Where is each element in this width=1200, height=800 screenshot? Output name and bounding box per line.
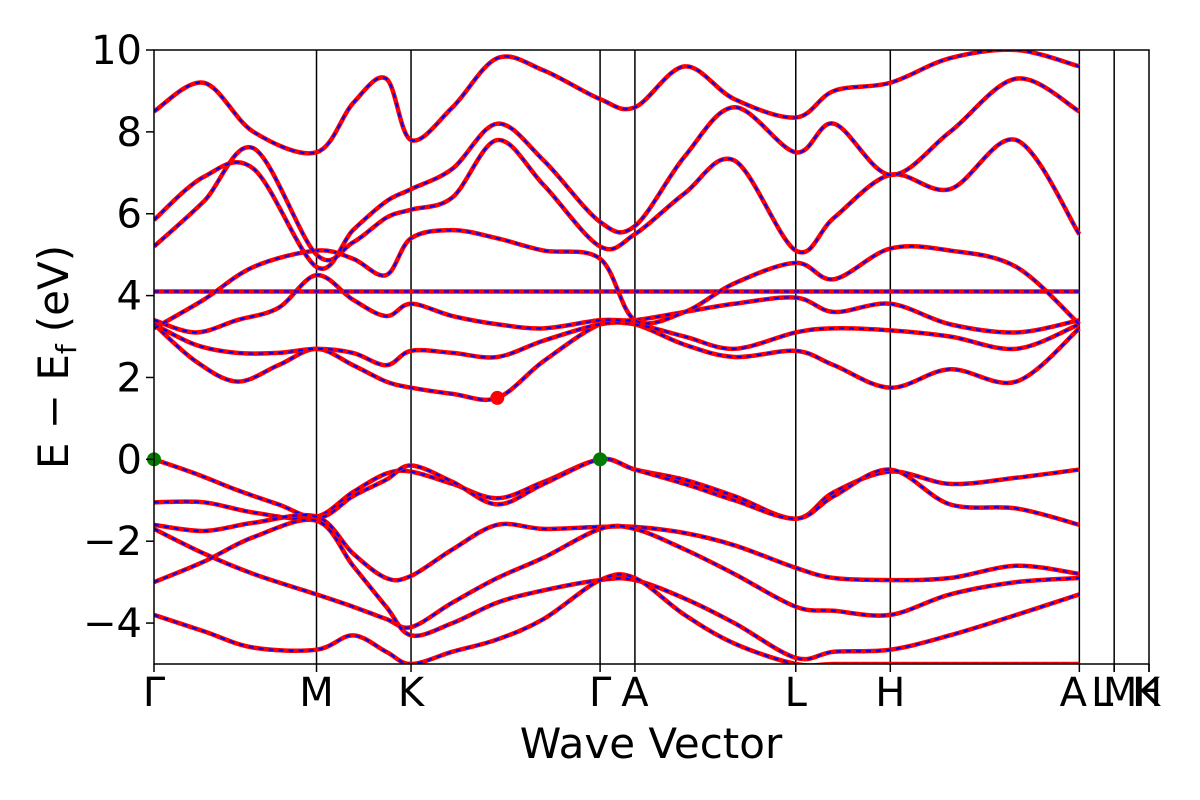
y-axis-ticks: −4 −2 0 2 4 6 8 10 <box>83 28 154 647</box>
y-tick-label-4: 4 <box>117 274 142 320</box>
cbm-marker <box>490 390 505 405</box>
y-tick-label-7: 10 <box>91 28 142 74</box>
x-tick-label-6: H <box>875 670 905 716</box>
x-axis-label: Wave Vector <box>520 719 783 768</box>
y-tick-label-2: 0 <box>117 437 142 483</box>
band-lines <box>154 50 1082 664</box>
x-tick-label-11: K <box>1134 670 1162 716</box>
plot-frame <box>153 49 1150 665</box>
y-tick-label-0: −4 <box>83 601 142 647</box>
band-2-line <box>154 512 1080 583</box>
x-tick-label-5: L <box>785 670 808 716</box>
x-tick-label-10: H <box>1132 670 1162 716</box>
x-tick-label-3: Γ <box>589 670 612 716</box>
x-tick-label-1: M <box>299 670 334 716</box>
x-tick-label-4: A <box>621 670 649 716</box>
x-tick-label-7: A <box>1060 670 1088 716</box>
band-4-overlay-line <box>154 518 1080 661</box>
band-7-overlay-line <box>154 321 1080 367</box>
x-tick-label-2: K <box>398 670 426 716</box>
y-axis-label-main: E − E <box>29 354 78 469</box>
band-3-line <box>154 523 1080 630</box>
band-10-overlay-line <box>154 229 1081 330</box>
band-6-overlay-line <box>154 319 1081 401</box>
band-8-overlay-line <box>154 274 1080 334</box>
y-tick-label-1: −2 <box>83 519 142 565</box>
y-tick-label-6: 8 <box>117 110 142 156</box>
y-tick-label-3: 2 <box>117 355 142 401</box>
y-axis-label-unit: (eV) <box>29 245 78 332</box>
x-tick-label-8: L <box>1091 670 1114 716</box>
vbm-marker-1 <box>593 452 608 467</box>
band-12-overlay-line <box>154 77 1080 270</box>
x-tick-label-9: M <box>1103 670 1138 716</box>
band-5-overlay-line <box>154 573 1080 664</box>
y-axis-label-subscript: f <box>50 343 83 354</box>
band-13-overlay-line <box>154 50 1080 155</box>
y-axis-label: E − Ef (eV) <box>29 245 83 469</box>
x-tick-label-0: Γ <box>143 670 166 716</box>
y-tick-label-5: 6 <box>117 192 142 238</box>
